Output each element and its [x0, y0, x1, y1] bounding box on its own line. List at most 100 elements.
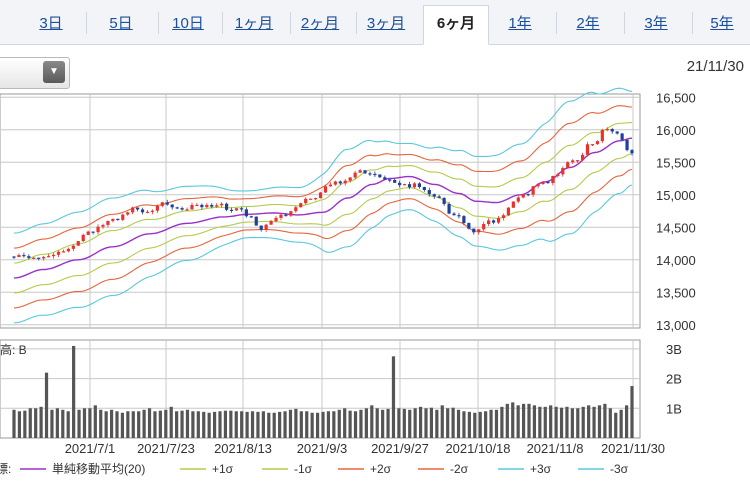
volume-bar [142, 409, 146, 438]
volume-bar [321, 411, 325, 438]
candle-body [363, 170, 367, 174]
date-tick-label: 2021/8/13 [214, 441, 272, 456]
volume-bar [462, 411, 466, 438]
tab-3y[interactable]: 3年 [644, 15, 668, 32]
candle-body [452, 213, 456, 216]
candle-body [487, 220, 491, 224]
candle-body [566, 162, 570, 169]
candle-body [215, 205, 219, 207]
candle-body [580, 154, 585, 161]
tab-5d[interactable]: 5日 [109, 15, 133, 32]
candle-body [491, 220, 496, 223]
candle-body [22, 255, 26, 257]
candle-body [590, 144, 595, 146]
candle-body [383, 177, 387, 180]
minus-3-sigma-line [13, 184, 633, 324]
candle-body [195, 204, 199, 207]
candle-body [289, 211, 293, 216]
candle-body [472, 228, 476, 233]
candle-body [136, 207, 140, 210]
volume-bar [77, 409, 81, 438]
candle-body [526, 194, 530, 196]
legend-label: +1σ [212, 462, 234, 476]
candle-body [457, 215, 461, 217]
candle-body [17, 255, 21, 258]
candle-body [338, 181, 342, 184]
candle-body [467, 223, 471, 229]
volume-bar [511, 402, 515, 438]
candle-body [541, 181, 545, 184]
date-axis: 2021/7/1 2021/7/23 2021/8/13 2021/9/3 2021/9… [65, 441, 665, 456]
candle-body [96, 226, 100, 233]
tab-1m[interactable]: 1ヶ月 [234, 15, 274, 32]
volume-bar [484, 411, 488, 438]
candle-body [378, 174, 382, 178]
candle-body [244, 209, 248, 217]
candle-body [343, 180, 347, 184]
tab-5y[interactable]: 5年 [710, 15, 734, 32]
candle-body [561, 168, 565, 175]
candle-body [318, 192, 323, 199]
candle-body [477, 229, 481, 233]
candle-body [447, 204, 451, 214]
candle-body [506, 207, 510, 216]
volume-tick-label: 1B [666, 401, 682, 416]
volume-bar [565, 406, 569, 438]
volume-bar [39, 406, 43, 438]
volume-bar [23, 410, 27, 438]
candle-body [353, 172, 357, 178]
candle-body [210, 204, 214, 207]
price-tick-label: 15,000 [656, 188, 696, 203]
volume-bars [12, 345, 634, 438]
candle-body [66, 248, 70, 252]
volume-bar [120, 412, 125, 438]
volume-bar [202, 411, 206, 438]
volume-bar [359, 409, 363, 438]
tab-3m[interactable]: 3ヶ月 [366, 15, 406, 32]
date-tick-label: 2021/7/1 [65, 441, 116, 456]
candle-body [323, 186, 328, 193]
candle-body [393, 179, 397, 183]
volume-bar [343, 408, 347, 438]
candle-body [368, 173, 372, 175]
volume-bar [402, 408, 406, 438]
candle-body [116, 218, 120, 221]
tab-3d[interactable]: 3日 [39, 15, 63, 32]
volume-bar [418, 406, 423, 438]
volume-bar [158, 410, 162, 438]
candle-body [140, 209, 145, 213]
tab-6m[interactable]: 6ヶ月 [423, 5, 489, 45]
candle-body [407, 184, 412, 188]
volume-bar [169, 406, 173, 438]
moving-average-line [13, 137, 633, 279]
volume-bar [88, 408, 92, 438]
date-tick-label: 2021/10/18 [445, 441, 510, 456]
volume-bar [581, 406, 585, 438]
tab-10d[interactable]: 10日 [172, 15, 204, 32]
volume-bar [153, 411, 157, 438]
candle-body [536, 183, 540, 187]
volume-bar [619, 409, 623, 438]
candle-body [333, 181, 337, 185]
tab-divider [222, 12, 223, 34]
plus-2-sigma-line [13, 105, 633, 249]
candle-body [200, 204, 204, 208]
tab-2m[interactable]: 2ヶ月 [300, 15, 340, 32]
date-tick-label: 2021/9/27 [371, 441, 429, 456]
legend-label: 単純移動平均(20) [52, 462, 145, 476]
tab-2y[interactable]: 2年 [576, 15, 600, 32]
candle-body [220, 203, 224, 206]
price-tick-label: 15,500 [656, 155, 696, 170]
candle-body [121, 214, 125, 220]
volume-bar [99, 409, 103, 438]
date-tick-label: 2021/11/8 [527, 441, 584, 456]
candle-body [496, 218, 501, 223]
candle-body [254, 216, 258, 226]
candle-body [249, 216, 253, 218]
volume-bar [180, 410, 184, 438]
candle-body [51, 254, 56, 257]
volume-bar [256, 411, 260, 438]
indicator-select[interactable]: ▼ [0, 57, 70, 89]
tab-1y[interactable]: 1年 [508, 15, 532, 32]
candle-body [551, 175, 555, 184]
